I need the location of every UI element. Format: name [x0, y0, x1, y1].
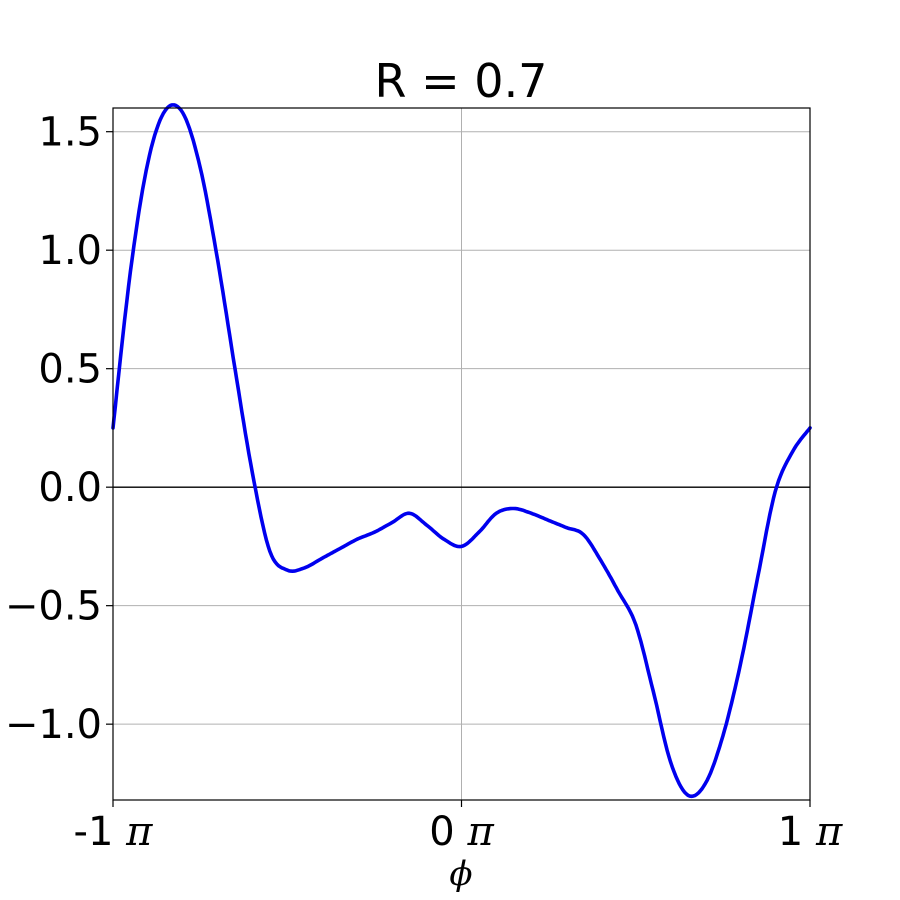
x-axis-ticks: -1 π 0 π 1 π [74, 800, 843, 855]
x-tick-label: 1 π [778, 809, 843, 855]
y-tick-label: −1.0 [5, 702, 102, 748]
x-tick-label: -1 π [74, 809, 154, 855]
y-tick-label: 0.5 [38, 347, 102, 393]
y-tick-label: 1.5 [38, 110, 102, 156]
chart-title: R = 0.7 [375, 54, 548, 108]
y-tick-label: 0.0 [38, 465, 102, 511]
y-tick-label: −0.5 [5, 584, 102, 630]
x-axis-label: ϕ [449, 854, 472, 894]
grid-lines [112, 108, 811, 800]
series-line-0 [111, 103, 812, 799]
y-axis-ticks: 1.5 1.0 0.5 0.0 −0.5 −1.0 [5, 110, 113, 748]
x-tick-label: 0 π [429, 809, 494, 855]
y-tick-label: 1.0 [38, 228, 102, 274]
